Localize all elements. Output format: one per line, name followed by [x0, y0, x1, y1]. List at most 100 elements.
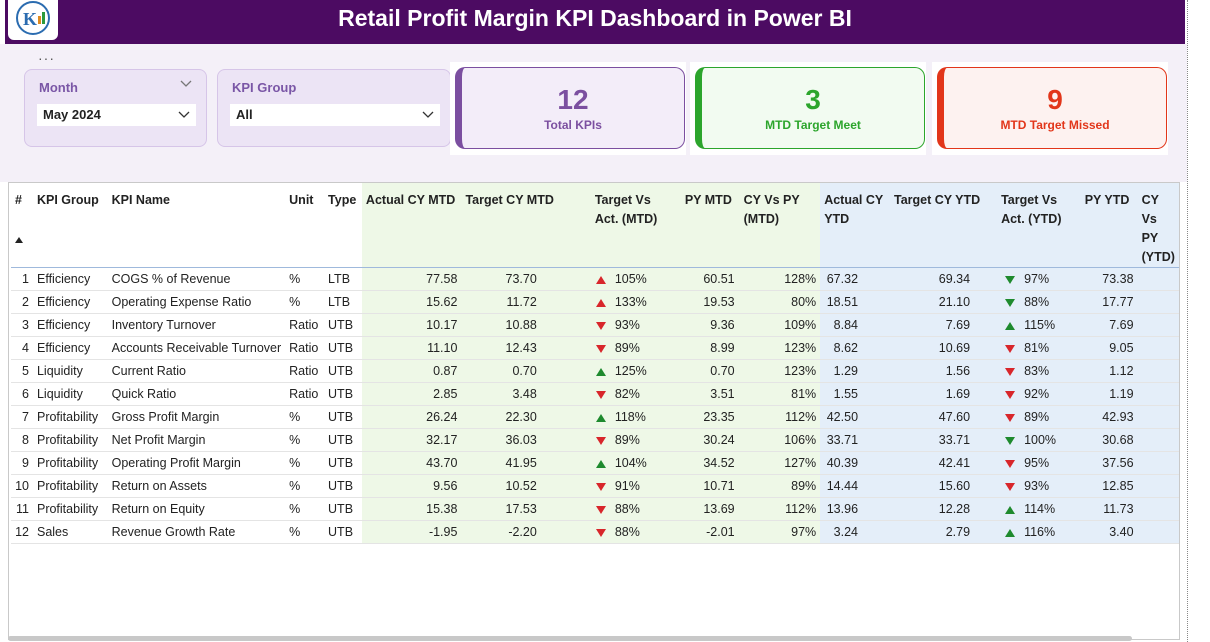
- cell-text: 9.05: [1109, 341, 1134, 355]
- table-cell: Profitability: [32, 451, 108, 475]
- table-cell: 1.12: [1080, 359, 1138, 383]
- table-cell: 2.79: [890, 520, 998, 544]
- table-cell: 8.62: [820, 336, 891, 360]
- table-cell: %: [285, 428, 325, 452]
- arrow-shape: [1005, 345, 1016, 354]
- table-cell: 83%: [997, 359, 1081, 383]
- cell-text: UTB: [328, 502, 354, 516]
- table-cell: 0.87: [361, 359, 462, 383]
- slicer-label: Month: [39, 80, 78, 95]
- cell-text: 9: [22, 456, 29, 470]
- cell-text: 1.55: [833, 387, 859, 401]
- cell-text: UTB: [328, 364, 354, 378]
- logo: K: [8, 0, 58, 40]
- table-cell: Inventory Turnover: [107, 313, 286, 337]
- table-cell: 36.03: [461, 428, 591, 452]
- table-cell: Profitability: [32, 497, 108, 521]
- scrollbar[interactable]: [8, 636, 1132, 641]
- cell-text: Profitability: [36, 456, 99, 470]
- table-cell: 12.85: [1080, 474, 1138, 498]
- slicer-value: All: [236, 107, 253, 122]
- table-row: 8 Profitability Net Profit Margin% UTB 32.17…: [11, 428, 1179, 452]
- arrow-shape: [595, 368, 606, 377]
- svg-text:K: K: [23, 9, 37, 29]
- table-cell: Operating Profit Margin: [107, 451, 286, 475]
- more-options[interactable]: ···: [38, 50, 55, 66]
- table-cell: 69.34: [890, 267, 998, 291]
- status-arrow: [1005, 368, 1016, 377]
- cell-text: 91%: [614, 479, 640, 493]
- table-cell: %: [285, 497, 325, 521]
- table-row: 7 Profitability Gross Profit Margin% UTB 26.…: [11, 405, 1179, 429]
- cell-text: 93%: [1024, 479, 1050, 493]
- table-cell: 42.50: [820, 405, 891, 429]
- cell-text: 2.85: [433, 387, 458, 401]
- cell-text: 83%: [1024, 364, 1050, 378]
- cell-text: Ratio: [289, 341, 319, 355]
- table-cell: 12.28: [890, 497, 998, 521]
- column-header: Unit: [289, 193, 314, 207]
- cell-text: 9.36: [710, 318, 735, 332]
- table-cell: Ratio: [285, 336, 325, 360]
- slicer-dropdown[interactable]: May 2024: [37, 104, 196, 126]
- card-label: MTD Target Missed: [1000, 118, 1110, 132]
- table-row: 2 Efficiency Operating Expense Ratio% LTB 15…: [11, 290, 1179, 314]
- table-cell: UTB: [324, 428, 362, 452]
- cell-text: 81%: [791, 387, 817, 401]
- table-cell: 105%: [590, 267, 681, 291]
- cell-text: %: [289, 479, 301, 493]
- kpi-group-slicer[interactable]: KPI Group All: [217, 69, 451, 147]
- cell-text: 1: [22, 272, 29, 286]
- table-cell: Accounts Receivable Turnover: [107, 336, 286, 360]
- cell-text: Profitability: [36, 502, 99, 516]
- table-cell: 88%: [590, 497, 681, 521]
- cell-text: 100%: [1024, 433, 1057, 447]
- table-cell: Return on Assets: [107, 474, 286, 498]
- slicer-dropdown[interactable]: All: [230, 104, 440, 126]
- cell-text: Return on Equity: [111, 502, 205, 516]
- table-cell: 112%: [739, 497, 821, 521]
- card-label: Total KPIs: [544, 118, 602, 132]
- arrow-shape: [1005, 391, 1016, 400]
- arrow-shape: [595, 322, 606, 331]
- table-cell: 18.51: [820, 290, 891, 314]
- card-label: MTD Target Meet: [765, 118, 861, 132]
- cell-text: Accounts Receivable Turnover: [111, 341, 282, 355]
- table-cell: 33.71: [890, 428, 998, 452]
- table-cell: 92%: [997, 382, 1081, 406]
- cell-text: 82%: [614, 387, 640, 401]
- chevron: [180, 80, 192, 87]
- cell-text: %: [289, 525, 301, 539]
- cell-text: UTB: [328, 433, 354, 447]
- table-cell: 3.48: [461, 382, 591, 406]
- table-cell: 95%: [997, 451, 1081, 475]
- cell-text: Sales: [36, 525, 69, 539]
- column-header: Target CY MTD: [461, 183, 591, 268]
- arrow-shape: [595, 345, 606, 354]
- table-cell: UTB: [324, 313, 362, 337]
- table-cell: %: [285, 290, 325, 314]
- cell-text: 69.34: [938, 272, 971, 286]
- table-cell: 81%: [997, 336, 1081, 360]
- cell-text: 10.88: [505, 318, 537, 332]
- column-header: Target CY YTD: [890, 183, 998, 268]
- table-cell: 60.51: [680, 267, 740, 291]
- month-slicer[interactable]: Month May 2024: [24, 69, 207, 147]
- table-cell: 2.85: [361, 382, 462, 406]
- status-arrow: [1005, 299, 1016, 308]
- header: Retail Profit Margin KPI Dashboard in Po…: [5, 0, 1185, 44]
- cell-text: 97%: [1024, 272, 1050, 286]
- status-arrow: [595, 345, 606, 354]
- table-cell: 5: [11, 359, 33, 383]
- table-cell: 10.88: [461, 313, 591, 337]
- cell-text: 3.24: [833, 525, 859, 539]
- cell-text: 112%: [785, 502, 817, 516]
- table-cell: 106%: [739, 428, 821, 452]
- table-cell: 0.70: [461, 359, 591, 383]
- table-cell: 118%: [590, 405, 681, 429]
- table-cell: 21.10: [890, 290, 998, 314]
- cell-text: 1.29: [833, 364, 859, 378]
- cell-text: 116%: [1024, 525, 1056, 539]
- table-cell: 13.69: [680, 497, 740, 521]
- sort-indicator[interactable]: [15, 237, 23, 243]
